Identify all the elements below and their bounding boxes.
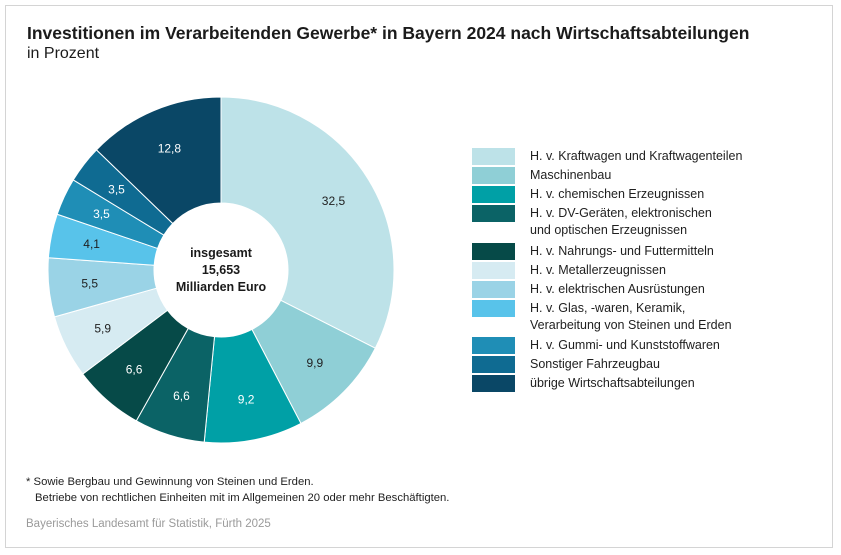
chart-title: Investitionen im Verarbeitenden Gewerbe*… — [27, 23, 750, 43]
legend-swatch — [472, 300, 515, 317]
chart-frame — [5, 5, 833, 548]
legend-label: Sonstiger Fahrzeugbau — [530, 357, 660, 371]
slice-value-label: 3,5 — [108, 182, 125, 196]
donut-center-label: insgesamt 15,653 Milliarden Euro — [152, 245, 290, 296]
slice-value-label: 12,8 — [158, 142, 182, 156]
source-note: Bayerisches Landesamt für Statistik, Für… — [26, 518, 271, 530]
slice-value-label: 6,6 — [126, 362, 143, 376]
legend-swatch — [472, 375, 515, 392]
slice-value-label: 4,1 — [83, 237, 100, 251]
center-label-line-1: insgesamt — [190, 246, 252, 260]
legend-swatch — [472, 281, 515, 298]
slice-value-label: 9,9 — [307, 356, 324, 370]
slice-value-label: 32,5 — [322, 194, 346, 208]
legend-label: H. v. DV-Geräten, elektronischen und opti… — [530, 206, 712, 237]
donut-hole — [154, 203, 288, 337]
legend-label: H. v. Metallerzeugnissen — [530, 263, 666, 277]
slice-value-label: 9,2 — [238, 393, 255, 407]
footnote-line-1: * Sowie Bergbau und Gewinnung von Steine… — [26, 476, 314, 488]
legend-swatch — [472, 356, 515, 373]
legend-swatch — [472, 262, 515, 279]
legend-swatch — [472, 205, 515, 222]
legend-label: H. v. Glas, -waren, Keramik, Verarbeitung… — [530, 301, 732, 332]
legend-label: übrige Wirtschaftsabteilungen — [530, 376, 695, 390]
chart-subtitle: in Prozent — [27, 45, 100, 62]
legend-swatch — [472, 167, 515, 184]
legend-swatch — [472, 148, 515, 165]
legend-label: H. v. elektrischen Ausrüstungen — [530, 282, 705, 296]
legend-label: H. v. Nahrungs- und Futtermitteln — [530, 244, 714, 258]
center-label-total: 15,653 — [201, 263, 241, 277]
legend-label: H. v. Gummi- und Kunststoffwaren — [530, 338, 720, 352]
legend-label: H. v. Kraftwagen und Kraftwagenteilen — [530, 149, 743, 163]
slice-value-label: 5,5 — [81, 276, 98, 290]
legend-swatch — [472, 243, 515, 260]
slice-value-label: 3,5 — [93, 207, 110, 221]
legend-label: H. v. chemischen Erzeugnissen — [530, 187, 705, 201]
footnote-line-2: Betriebe von rechtlichen Einheiten mit i… — [35, 491, 450, 504]
center-label-unit: Milliarden Euro — [175, 280, 267, 294]
slice-value-label: 5,9 — [94, 322, 111, 336]
legend-label: Maschinenbau — [530, 168, 612, 182]
slice-value-label: 6,6 — [173, 389, 190, 403]
footnote: * Sowie Bergbau und Gewinnung von Steine… — [26, 475, 449, 506]
legend-swatch — [472, 186, 515, 203]
legend-swatch — [472, 337, 515, 354]
